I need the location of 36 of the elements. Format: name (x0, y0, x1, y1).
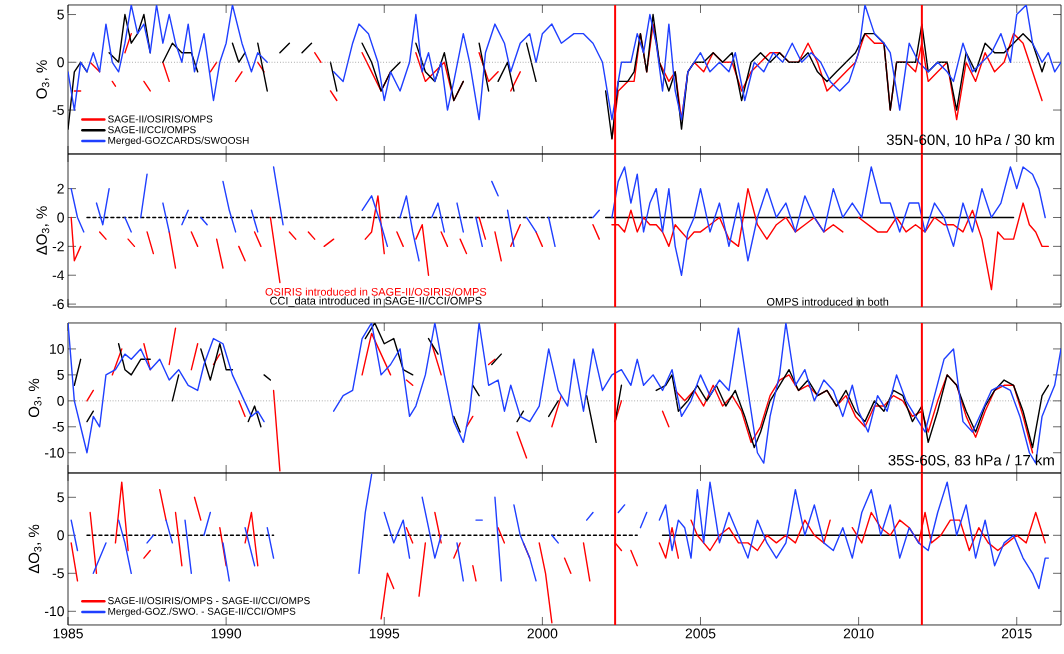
y-axis-title: ΔO$_{3}$, % (28, 524, 42, 574)
annotation: CCI_data introduced in SAGE-II/CCI/OMPS (270, 296, 482, 307)
x-tick-label: 2015 (1001, 628, 1032, 639)
y-tick-label: 5 (57, 9, 64, 20)
y-tick-label: -10 (44, 447, 64, 458)
y-tick-label: 0 (57, 212, 64, 223)
x-tick-label: 2010 (843, 628, 874, 639)
y-tick-label: -10 (44, 606, 64, 617)
x-tick-label: 1990 (211, 628, 242, 639)
y-tick-label: 0 (57, 530, 64, 541)
y-tick-label: -4 (52, 270, 65, 281)
y-tick-label: 10 (50, 343, 64, 354)
y-tick-label: -2 (52, 241, 64, 252)
x-tick-label: 1985 (53, 628, 83, 639)
y-tick-label: 5 (57, 492, 64, 503)
x-tick-label: 1995 (369, 628, 400, 639)
legend-label: Merged-GOZCARDS/SWOOSH (108, 136, 249, 146)
y-tick-label: -5 (52, 568, 64, 579)
legend-label: Merged-GOZ./SWO. - SAGE-II/CCI/OMPS (108, 607, 296, 617)
legend-label: SAGE-II/OSIRIS/OMPS (108, 115, 213, 123)
annotation: OSIRIS introduced in SAGE-II/OSIRIS/OMPS (265, 287, 487, 296)
y-tick-label: 5 (57, 370, 64, 380)
y-tick-label: 0 (57, 57, 64, 68)
legend-label: SAGE-II/CCI/OMPS (108, 125, 196, 134)
y-tick-label: 2 (57, 183, 64, 194)
x-tick-label: 2005 (685, 628, 716, 639)
y-tick-label: -6 (52, 299, 64, 310)
y-tick-label: 0 (57, 395, 64, 406)
y-tick-label: -5 (52, 421, 64, 432)
y-axis-title: O$_{3}$, % (28, 378, 42, 418)
y-tick-label: -5 (52, 105, 64, 115)
y-axis-title: ΔO$_{3}$, % (36, 206, 50, 255)
x-tick-label: 2000 (527, 628, 558, 639)
y-axis-title: O$_{3}$, % (36, 60, 50, 99)
legend-label: SAGE-II/OSIRIS/OMPS - SAGE-II/CCI/OMPS (108, 596, 310, 605)
annotation: OMPS introduced in both (766, 297, 889, 306)
